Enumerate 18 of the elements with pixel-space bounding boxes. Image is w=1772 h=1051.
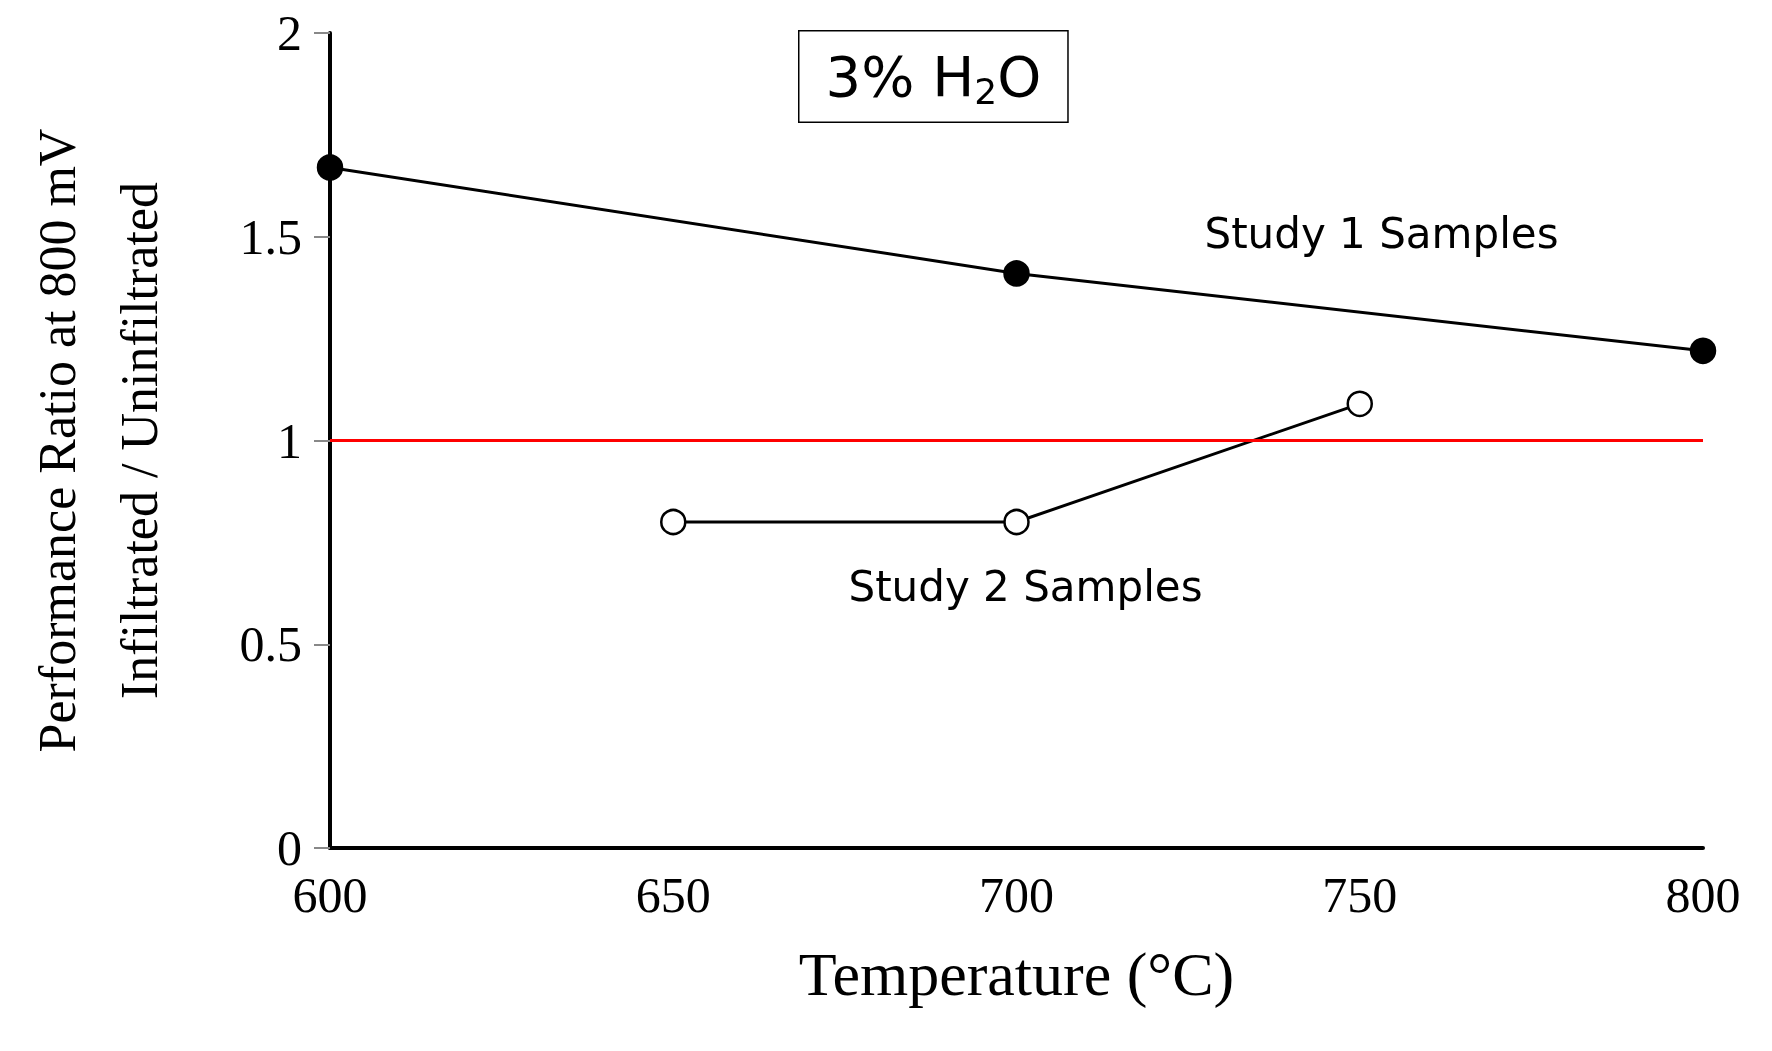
x-tick-label: 750: [1322, 867, 1398, 923]
series-label: Study 1 Samples: [1204, 208, 1559, 258]
x-tick-label: 800: [1665, 867, 1741, 923]
y-tick-label: 2: [277, 5, 302, 61]
series-label: Study 2 Samples: [848, 561, 1203, 611]
y-tick-label: 0.5: [239, 616, 302, 673]
x-axis-title: Temperature (°C): [798, 940, 1235, 1009]
y-tick-label: 1.5: [239, 208, 302, 265]
y-axis-title: Performance Ratio at 800 mV Infiltrated / Uninfiltrated: [28, 128, 168, 753]
point: [1003, 260, 1030, 287]
x-tick-label: 650: [635, 867, 711, 923]
point: [316, 154, 344, 181]
point: [1689, 337, 1717, 365]
x-tick-label: 700: [979, 867, 1054, 923]
y-tick-label: 1: [277, 412, 302, 469]
point: [1003, 508, 1030, 536]
point: [1346, 390, 1373, 418]
point: [660, 508, 687, 536]
